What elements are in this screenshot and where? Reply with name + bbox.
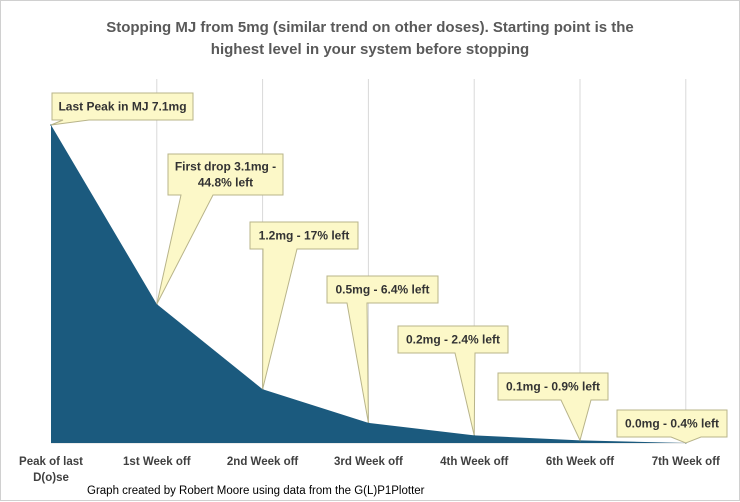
x-tick-label: Peak of last <box>19 456 83 468</box>
callout-box <box>326 275 439 423</box>
callout-box <box>249 221 359 390</box>
x-tick-label: 4th Week off <box>440 456 508 468</box>
chart-title-line-2: highest level in your system before stop… <box>211 41 529 58</box>
x-tick-label: 7th Week off <box>652 456 720 468</box>
x-tick-label: 1st Week off <box>123 456 191 468</box>
callout-box <box>616 409 728 444</box>
x-tick-label: 6th Week off <box>546 456 614 468</box>
callout-box <box>497 372 609 442</box>
x-tick-label: 2nd Week off <box>227 456 299 468</box>
callout-label: 0.5mg - 6.4% left <box>335 283 429 297</box>
area-fill <box>51 125 686 443</box>
chart-title-line-1: Stopping MJ from 5mg (similar trend on o… <box>106 19 634 36</box>
callout-box <box>50 92 194 126</box>
callout-label: Last Peak in MJ 7.1mg <box>58 100 186 114</box>
callout-label: 1.2mg - 17% left <box>259 229 350 243</box>
callout-box <box>397 325 509 436</box>
x-tick-label: 3rd Week off <box>334 456 403 468</box>
callout-label: First drop 3.1mg - <box>175 160 276 174</box>
callout-label: 44.8% left <box>198 176 253 190</box>
data-callouts: Last Peak in MJ 7.1mg First drop 3.1mg - 4… <box>50 92 728 444</box>
chart-credit: Graph created by Robert Moore using data… <box>87 485 425 497</box>
x-axis-tick-labels: Peak of last D(o)se 1st Week off 2nd Week o… <box>19 456 720 484</box>
callout-label: 0.1mg - 0.9% left <box>506 380 600 394</box>
callout-label: 0.2mg - 2.4% left <box>406 333 500 347</box>
callout-label: 0.0mg - 0.4% left <box>625 417 719 431</box>
callout-box <box>156 153 284 305</box>
x-tick-label: D(o)se <box>33 472 69 484</box>
